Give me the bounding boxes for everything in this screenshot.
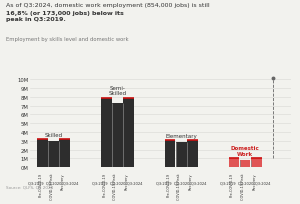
Bar <box>37 139 48 167</box>
Text: Recovery: Recovery <box>188 172 192 189</box>
Text: Source: QLFS, Q3 2024: Source: QLFS, Q3 2024 <box>6 185 53 189</box>
Bar <box>229 158 239 167</box>
Text: COVID-19 Peak: COVID-19 Peak <box>113 172 118 198</box>
Text: Recovery: Recovery <box>61 172 65 189</box>
Bar <box>165 140 175 167</box>
Bar <box>176 142 187 167</box>
Text: Pre-COVID-19: Pre-COVID-19 <box>230 172 234 196</box>
Bar <box>187 140 198 167</box>
Text: Pre-COVID-19: Pre-COVID-19 <box>102 172 106 196</box>
Text: Q3:2019  Q3:2020-Q3:2024: Q3:2019 Q3:2020-Q3:2024 <box>28 181 79 185</box>
Text: As of Q3:2024, domestic work employment (854,000 jobs) is still: As of Q3:2024, domestic work employment … <box>6 3 211 8</box>
Text: Q3:2019  Q3:2020-Q3:2024: Q3:2019 Q3:2020-Q3:2024 <box>156 181 206 185</box>
Text: Domestic
Work: Domestic Work <box>231 145 260 156</box>
Bar <box>101 98 112 167</box>
Text: Q3:2019  Q3:2020-Q3:2024: Q3:2019 Q3:2020-Q3:2024 <box>220 181 270 185</box>
Bar <box>123 98 134 167</box>
Bar <box>59 139 70 167</box>
Bar <box>48 141 59 167</box>
Text: Semi-
Skilled: Semi- Skilled <box>108 85 127 96</box>
Text: Skilled: Skilled <box>44 132 63 137</box>
Text: Pre-COVID-19: Pre-COVID-19 <box>166 172 170 196</box>
Text: COVID-19 Peak: COVID-19 Peak <box>177 172 181 198</box>
Text: 16,8% (or 173,000 jobs) below its
peak in Q3:2019.: 16,8% (or 173,000 jobs) below its peak i… <box>6 11 124 22</box>
Text: Q3:2019  Q3:2020-Q3:2024: Q3:2019 Q3:2020-Q3:2024 <box>92 181 143 185</box>
Text: Pre-COVID-19: Pre-COVID-19 <box>38 172 43 196</box>
Bar <box>251 158 262 167</box>
Bar <box>112 103 123 167</box>
Text: Employment by skills level and domestic work: Employment by skills level and domestic … <box>6 37 129 42</box>
Text: Recovery: Recovery <box>124 172 129 189</box>
Text: COVID-19 Peak: COVID-19 Peak <box>50 172 54 198</box>
Bar <box>240 160 250 167</box>
Text: Recovery: Recovery <box>252 172 256 189</box>
Text: Elementary: Elementary <box>165 133 197 138</box>
Text: COVID-19 Peak: COVID-19 Peak <box>241 172 245 198</box>
